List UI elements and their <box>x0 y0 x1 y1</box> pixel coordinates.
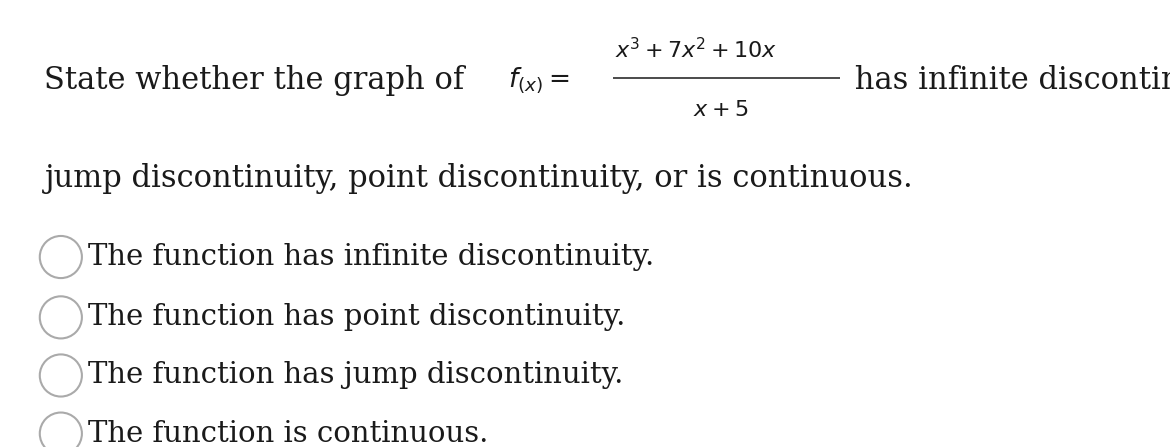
Text: $x^3 + 7x^2 + 10x$: $x^3 + 7x^2 + 10x$ <box>615 37 778 62</box>
Text: jump discontinuity, point discontinuity, or is continuous.: jump discontinuity, point discontinuity,… <box>44 163 914 194</box>
Text: The function has infinite discontinuity.: The function has infinite discontinuity. <box>88 243 654 271</box>
Text: The function has jump discontinuity.: The function has jump discontinuity. <box>88 362 624 389</box>
Text: $x + 5$: $x + 5$ <box>693 100 749 119</box>
Text: The function is continuous.: The function is continuous. <box>88 420 488 447</box>
Text: has infinite discontinuity,: has infinite discontinuity, <box>845 65 1170 96</box>
Text: $\mathit{f}_{(x)}=$: $\mathit{f}_{(x)}=$ <box>508 66 570 95</box>
Text: The function has point discontinuity.: The function has point discontinuity. <box>88 304 625 331</box>
Text: State whether the graph of: State whether the graph of <box>44 65 474 96</box>
